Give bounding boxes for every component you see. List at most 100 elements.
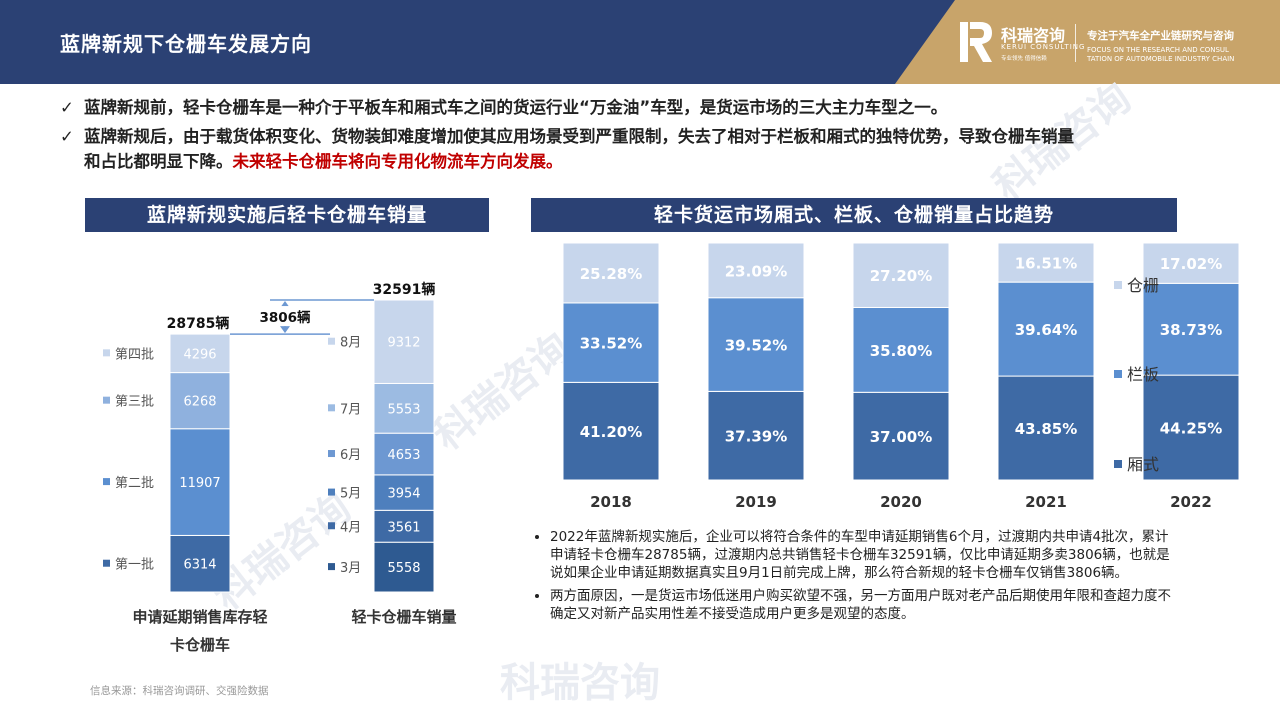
bar-segment [852,242,950,308]
bar-value-label: 6314 [183,558,216,573]
page-title: 蓝牌新规下仓栅车发展方向 [60,32,312,56]
bar-value-label: 37.39% [725,428,787,446]
checkmark-icon: ✓ [60,98,74,117]
legend-marker [103,559,110,567]
bar-value-label: 9312 [387,336,420,351]
bar-value-label: 5558 [387,561,420,576]
note-1: 2022年蓝牌新规实施后，企业可以将符合条件的车型申请延期销售6个月，过渡期内共… [550,528,1174,582]
brand-slogan-en-line1: FOCUS ON THE RESEARCH AND CONSUL [1087,46,1229,54]
right-stacked-bar-chart: 41.20% 33.52% 25.28% 2018 37.39% 39.52% 23.09%… [562,242,1240,511]
bar-segment [707,390,805,481]
bullet-1: ✓ 蓝牌新规前，轻卡仓栅车是一种介于平板车和厢式车之间的货运行业“万金油”车型，是… [60,95,1230,120]
bar-segment [707,297,805,392]
legend-label: 5月 [340,487,361,502]
legend-marker [103,478,110,486]
category-label: 申请延期销售库存轻 [132,608,267,626]
legend-marker [1114,281,1122,289]
legend-marker [328,404,335,412]
note-2: 两方面原因，一是货运市场低迷用户购买欲望不强，另一方面用户既对老产品后期使用年限… [550,587,1174,623]
bar-segment [373,432,435,476]
legend-marker [1114,370,1122,378]
left-chart-title: 蓝牌新规实施后轻卡仓栅车销量 [85,198,489,232]
bar-segment [997,281,1095,377]
legend-label: 第一批 [115,558,154,573]
category-label: 轻卡仓栅车销量 [351,608,456,626]
bar-value-label: 5553 [387,402,420,417]
bullet-2-line1: 蓝牌新规后，由于载货体积变化、货物装卸难度增加使其应用场景受到严重限制，失去了相… [84,127,1074,146]
legend-label: 仓栅 [1127,276,1159,295]
legend-marker [103,396,110,404]
arrow-head-down-icon [280,326,290,334]
source-note: 信息来源：科瑞咨询调研、交强险数据 [90,685,269,697]
left-stacked-bar-chart: 6314 第一批 11907 第二批 6268 第三批 4296 第四批 28785辆申请延期销… [103,281,457,654]
legend-label: 第三批 [115,395,154,410]
brand-slogan: 专注于汽车全产业链研究与咨询 [1087,30,1234,42]
bar-total-label: 32591辆 [373,281,436,298]
brand-name-en: KERUI CONSULTING [1001,43,1086,51]
difference-label-bg [255,306,315,327]
bar-segment [1142,242,1240,284]
brand-divider [1075,24,1076,62]
bar-value-label: 16.51% [1015,255,1077,273]
x-tick-label: 2020 [880,493,922,511]
x-tick-label: 2019 [735,493,777,511]
category-label: 卡仓栅车 [170,636,230,654]
bar-segment [562,242,660,304]
brand-slogan-en-line2: TATION OF AUTOMOBILE INDUSTRY CHAIN [1087,55,1235,63]
bar-segment [373,541,435,593]
bar-value-label: 6268 [183,395,216,410]
legend-label: 第二批 [115,476,154,491]
kerui-logo-icon [958,20,994,64]
bar-total-label: 28785辆 [167,315,230,332]
notes-list: 2022年蓝牌新规实施后，企业可以将符合条件的车型申请延期销售6个月，过渡期内共… [534,528,1174,628]
legend-label: 8月 [340,336,361,351]
bar-value-label: 35.80% [870,342,932,360]
right-chart-title: 轻卡货运市场厢式、栏板、仓栅销量占比趋势 [531,198,1177,232]
legend-marker [328,450,335,458]
bar-value-label: 27.20% [870,267,932,285]
bar-value-label: 3954 [387,487,420,502]
bullet-2-highlight: 未来轻卡仓栅车将向专用化物流车方向发展。 [232,152,563,171]
brand-tagline: 专业领先 值得信赖 [1001,56,1047,62]
bar-value-label: 3561 [387,520,420,535]
x-tick-label: 2021 [1025,493,1067,511]
bar-value-label: 44.25% [1160,420,1222,438]
x-tick-label: 2022 [1170,493,1212,511]
legend-marker [328,488,335,496]
bar-value-label: 41.20% [580,423,642,441]
brand-panel [0,0,1280,84]
bar-segment [852,391,950,481]
bar-segment [169,372,231,430]
bar-segment [373,474,435,511]
bar-segment [169,333,231,374]
bar-value-label: 4296 [183,347,216,362]
watermark: 科瑞咨询 [500,660,660,706]
bar-segment [852,306,950,393]
bullet-1-text: 蓝牌新规前，轻卡仓栅车是一种介于平板车和厢式车之间的货运行业“万金油”车型，是货… [84,98,948,117]
bar-value-label: 11907 [179,476,220,491]
bar-segment [373,299,435,384]
legend-marker [1114,460,1122,468]
bullet-2-line2: 和占比都明显下降。 [84,152,233,171]
bar-value-label: 37.00% [870,428,932,446]
bar-segment [1142,374,1240,481]
bullet-2-line2-wrap: 和占比都明显下降。未来轻卡仓栅车将向专用化物流车方向发展。 [60,149,1230,174]
bar-value-label: 39.64% [1015,321,1077,339]
x-tick-label: 2018 [590,493,632,511]
bar-segment [562,381,660,481]
legend-label: 第四批 [115,347,154,362]
legend-label: 栏板 [1127,365,1159,384]
legend-marker [103,349,110,357]
bar-value-label: 38.73% [1160,321,1222,339]
legend-label: 厢式 [1127,455,1159,474]
bar-value-label: 17.02% [1160,255,1222,273]
bar-value-label: 43.85% [1015,420,1077,438]
bar-value-label: 4653 [387,448,420,463]
bar-value-label: 39.52% [725,337,787,355]
legend-label: 3月 [340,561,361,576]
brand-slogan-en: FOCUS ON THE RESEARCH AND CONSUL TATION … [1087,46,1267,64]
legend-marker [328,337,335,345]
bullet-2: ✓ 蓝牌新规后，由于载货体积变化、货物装卸难度增加使其应用场景受到严重限制，失去了… [60,124,1230,174]
bar-value-label: 23.09% [725,262,787,280]
bar-segment [373,509,435,543]
